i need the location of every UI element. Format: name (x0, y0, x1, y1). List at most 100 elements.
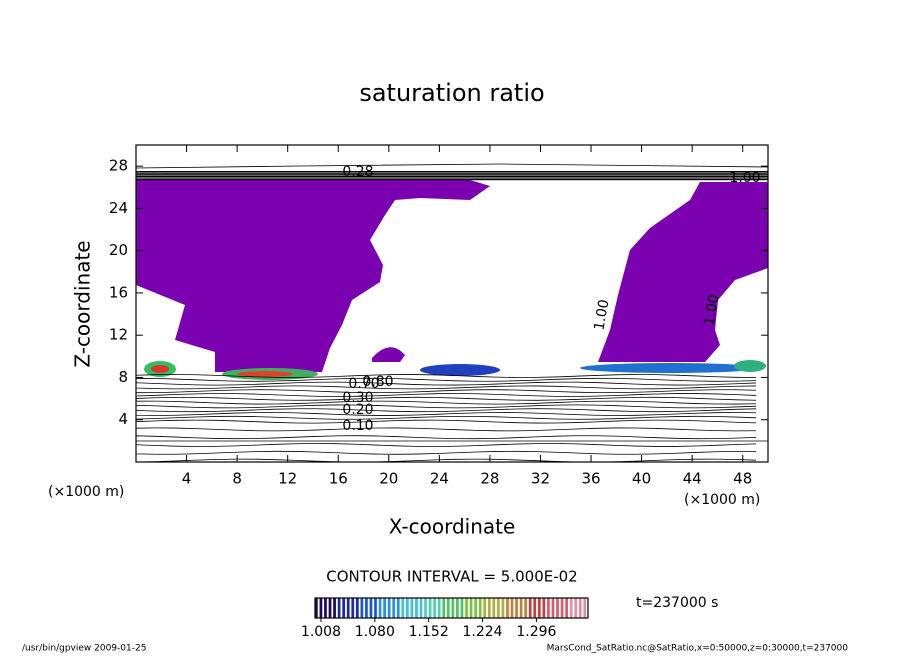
colorbar-stripe (506, 598, 509, 618)
contour-band (136, 177, 768, 179)
x-tick-label: 40 (632, 470, 651, 488)
colorbar-stripe (551, 598, 555, 618)
contour-label: 0.30 (342, 390, 373, 406)
colorbar-stripe (374, 598, 377, 618)
y-tick-label: 16 (109, 283, 128, 301)
contour-line (135, 385, 757, 390)
y-tick-label: 8 (118, 368, 128, 386)
colorbar-stripe (487, 598, 491, 618)
contour-label: 0.80 (362, 374, 393, 390)
colorbar-stripe (437, 598, 441, 618)
colorbar-stripe (406, 598, 409, 618)
fill-region (420, 364, 500, 376)
x-tick-label: 4 (182, 470, 192, 488)
contour-label: 1.00 (591, 298, 612, 331)
x-tick-label: 44 (683, 470, 702, 488)
colorbar-stripe (510, 598, 514, 618)
colorbar-stripe (360, 598, 364, 618)
contour-line (135, 443, 757, 447)
colorbar-stripe (392, 598, 396, 618)
colorbar-stripe (497, 598, 500, 618)
colorbar-stripe (378, 598, 382, 618)
x-tick-label: 28 (480, 470, 499, 488)
y-tick-label: 20 (109, 241, 128, 259)
colorbar-stripe (342, 598, 346, 618)
contour-label: 0.28 (342, 164, 373, 180)
colorbar-stripe (574, 598, 578, 618)
contour-line (135, 435, 757, 440)
contour-label: 0.20 (342, 402, 373, 418)
contour-line (135, 377, 757, 382)
colorbar-stripe (469, 598, 473, 618)
contour-line (135, 404, 757, 409)
colorbar-stripe (333, 598, 336, 618)
colorbar-stripe (547, 598, 550, 618)
colorbar-stripe (465, 598, 468, 618)
contour-line (135, 400, 757, 405)
colorbar-stripe (355, 598, 359, 618)
footer-left: /usr/bin/gpview 2009-01-25 (22, 644, 146, 654)
colorbar-stripe (319, 598, 323, 618)
colorbar-stripe (337, 598, 341, 618)
contour-lines (135, 163, 769, 463)
colorbar-stripe (346, 598, 350, 618)
contour-line (135, 374, 757, 378)
fill-region (734, 360, 766, 372)
colorbar-stripe (519, 598, 523, 618)
contour-line (135, 427, 757, 432)
colorbar-stripe (387, 598, 391, 618)
x-tick-label: 12 (278, 470, 297, 488)
colorbar-stripe (569, 598, 573, 618)
colorbar-stripe (501, 598, 505, 618)
colorbar-stripe (419, 598, 423, 618)
x-tick-label: 20 (379, 470, 398, 488)
x-tick-label: 8 (232, 470, 242, 488)
colorbar (315, 598, 587, 618)
colorbar-stripe (524, 598, 528, 618)
y-tick-label: 4 (118, 410, 128, 428)
colorbar-stripe (556, 598, 559, 618)
y-tick-label: 28 (109, 157, 128, 175)
colorbar-stripe (565, 598, 568, 618)
contour-line (135, 381, 757, 386)
plot-frame (135, 144, 769, 463)
colorbar-stripe (401, 598, 405, 618)
colorbar-stripe (324, 598, 327, 618)
colorbar-stripe (515, 598, 518, 618)
colorbar-stripe (478, 598, 482, 618)
colorbar-tick-label: 1.008 (301, 624, 341, 640)
fill-region (372, 347, 405, 362)
colorbar-stripe (460, 598, 464, 618)
colorbar-tick-label: 1.224 (462, 624, 502, 640)
colorbar-stripe (528, 598, 532, 618)
colorbar-stripe (542, 598, 546, 618)
contour-band (136, 171, 768, 173)
fill-region (136, 180, 490, 372)
contour-label: 1.00 (729, 170, 760, 186)
contour-line (135, 450, 757, 455)
colorbar-tick-label: 1.080 (355, 624, 395, 640)
contour-line (135, 396, 757, 401)
colorbar-stripe (483, 598, 487, 618)
contour-band (136, 172, 768, 174)
colorbar-stripe (396, 598, 400, 618)
x-tick-label: 24 (430, 470, 449, 488)
colorbar-stripe (433, 598, 437, 618)
colorbar-stripe (533, 598, 537, 618)
contour-label: 1.00 (701, 293, 722, 326)
contour-label: 0.70 (348, 376, 379, 392)
colorbar-stripe (474, 598, 477, 618)
colorbar-stripe (428, 598, 432, 618)
x-tick-label: 16 (329, 470, 348, 488)
x-tick-label: 48 (733, 470, 752, 488)
colorbar-frame (314, 597, 589, 619)
y-tick-label: 12 (109, 326, 128, 344)
contour-line (135, 419, 757, 424)
contour-line (135, 393, 757, 397)
colorbar-stripe (446, 598, 450, 618)
contour-band (136, 174, 768, 176)
x-unit: (×1000 m) (48, 484, 124, 500)
colorbar-stripe (383, 598, 386, 618)
contour-line (135, 163, 769, 169)
x-axis-label: X-coordinate (389, 515, 516, 539)
